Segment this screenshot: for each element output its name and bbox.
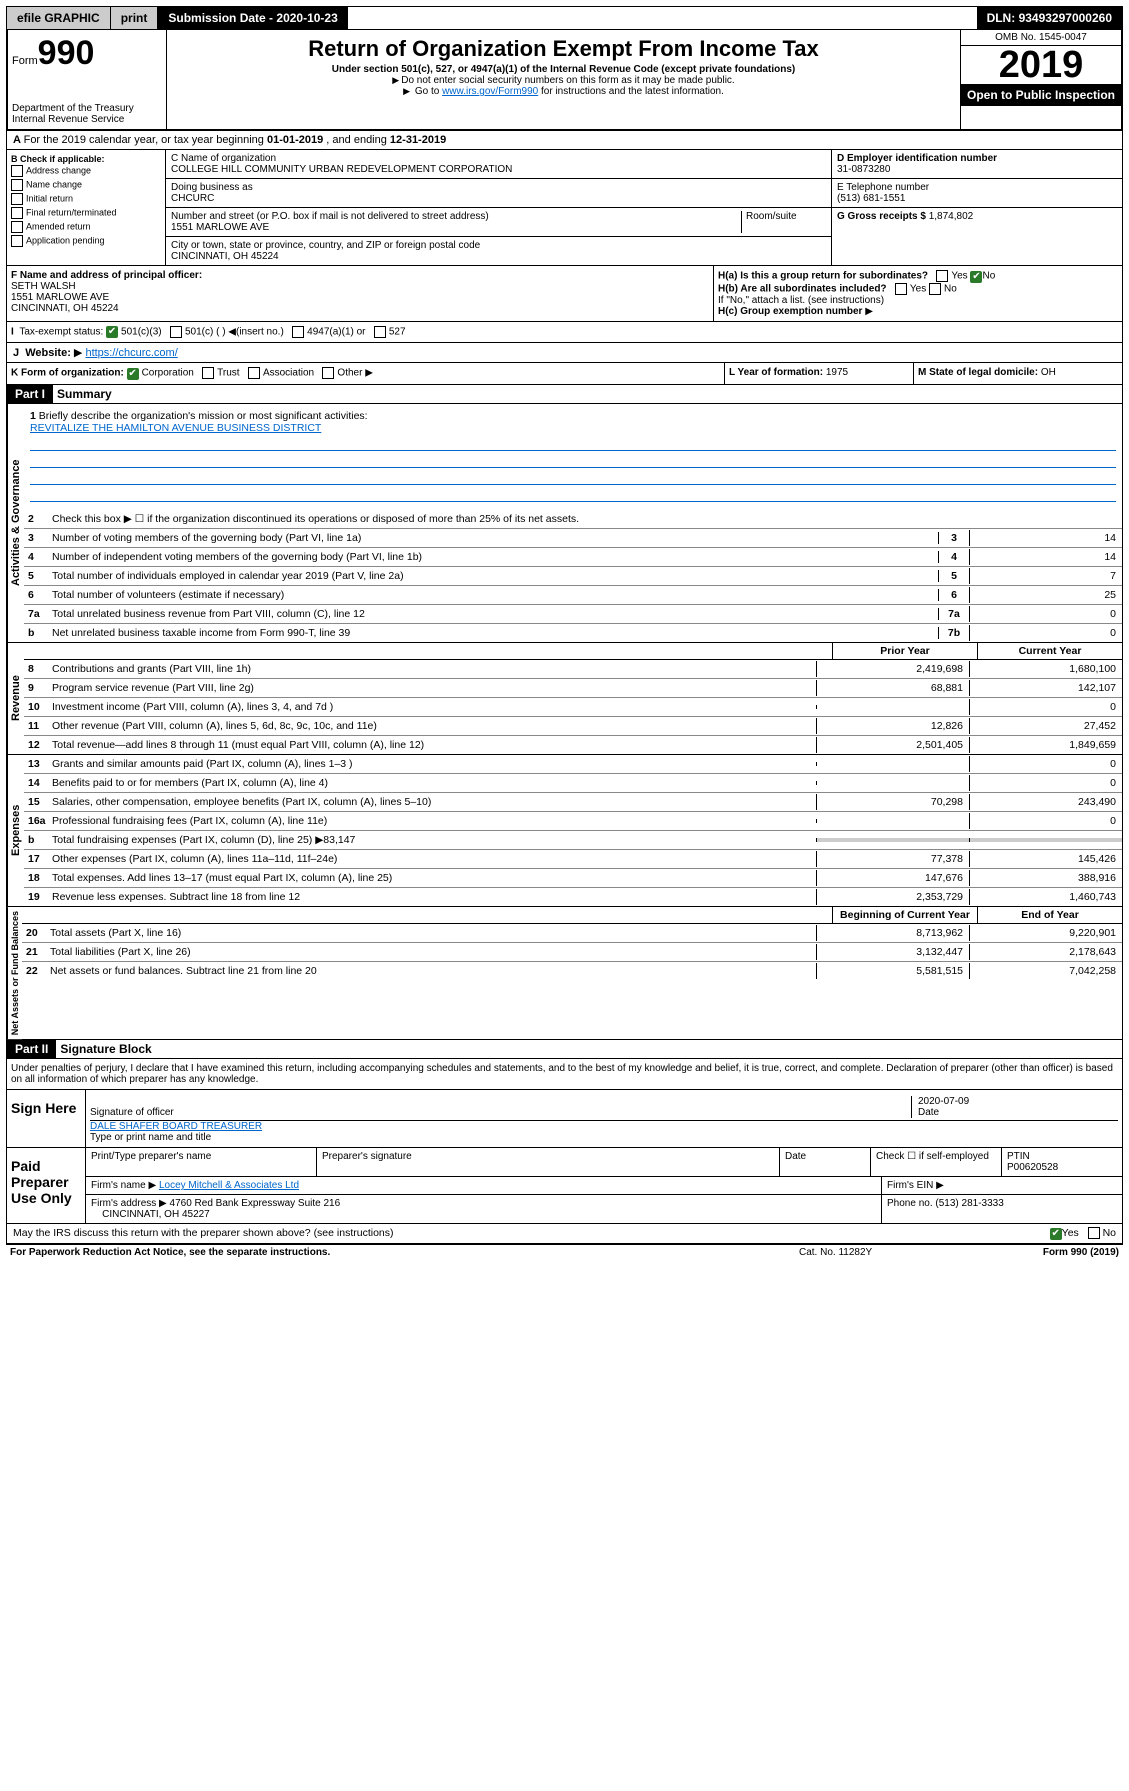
vert-revenue: Revenue xyxy=(7,643,24,754)
data-line: 20Total assets (Part X, line 16)8,713,96… xyxy=(22,924,1122,943)
phone-value: (513) 681-1551 xyxy=(837,193,905,204)
dln-label: DLN: 93493297000260 xyxy=(977,7,1122,29)
gov-line: 7aTotal unrelated business revenue from … xyxy=(24,605,1122,624)
discuss-row: May the IRS discuss this return with the… xyxy=(6,1224,1123,1244)
form-number: Form990 xyxy=(12,34,162,73)
part2-header: Part II Signature Block xyxy=(6,1040,1123,1059)
gov-line: 4Number of independent voting members of… xyxy=(24,548,1122,567)
tax-status-row: I Tax-exempt status: ✔501(c)(3) 501(c) (… xyxy=(6,322,1123,344)
data-line: 15Salaries, other compensation, employee… xyxy=(24,793,1122,812)
org-form-row: K Form of organization: ✔Corporation Tru… xyxy=(6,363,1123,385)
data-line: 22Net assets or fund balances. Subtract … xyxy=(22,962,1122,980)
data-line: 8Contributions and grants (Part VIII, li… xyxy=(24,660,1122,679)
check-name[interactable]: Name change xyxy=(11,178,161,192)
ein-value: 31-0873280 xyxy=(837,164,890,175)
form-title: Return of Organization Exempt From Incom… xyxy=(171,36,956,62)
officer-row: F Name and address of principal officer:… xyxy=(6,266,1123,322)
submission-label: Submission Date - 2020-10-23 xyxy=(158,7,347,29)
form-header: Form990 Department of the Treasury Inter… xyxy=(6,30,1123,131)
data-line: 19Revenue less expenses. Subtract line 1… xyxy=(24,888,1122,906)
box-k: K Form of organization: ✔Corporation Tru… xyxy=(7,363,724,384)
data-line: 17Other expenses (Part IX, column (A), l… xyxy=(24,850,1122,869)
efile-button[interactable]: efile GRAPHIC xyxy=(7,7,111,29)
rev-header: Prior Year Current Year xyxy=(24,643,1122,660)
paid-preparer-label: Paid Preparer Use Only xyxy=(7,1148,86,1223)
note-ssn: Do not enter social security numbers on … xyxy=(171,75,956,86)
footer: For Paperwork Reduction Act Notice, see … xyxy=(6,1244,1123,1260)
part1-revenue: Revenue Prior Year Current Year 8Contrib… xyxy=(6,643,1123,755)
part1-header: Part I Summary xyxy=(6,385,1123,404)
org-address: 1551 MARLOWE AVE xyxy=(171,222,741,233)
sign-here-label: Sign Here xyxy=(7,1090,86,1147)
sign-here-block: Sign Here Signature of officer 2020-07-0… xyxy=(6,1090,1123,1148)
data-line: 12Total revenue—add lines 8 through 11 (… xyxy=(24,736,1122,754)
gov-line: 6Total number of volunteers (estimate if… xyxy=(24,586,1122,605)
check-amended[interactable]: Amended return xyxy=(11,220,161,234)
part1-expenses: Expenses 13Grants and similar amounts pa… xyxy=(6,755,1123,907)
header-center: Return of Organization Exempt From Incom… xyxy=(167,30,960,129)
part1-governance: Activities & Governance 1 Briefly descri… xyxy=(6,404,1123,643)
header-right: OMB No. 1545-0047 2019 Open to Public In… xyxy=(960,30,1121,129)
right-identity-col: D Employer identification number 31-0873… xyxy=(831,150,1122,265)
data-line: 10Investment income (Part VIII, column (… xyxy=(24,698,1122,717)
check-initial[interactable]: Initial return xyxy=(11,192,161,206)
check-final[interactable]: Final return/terminated xyxy=(11,206,161,220)
website-link[interactable]: https://chcurc.com/ xyxy=(85,347,177,359)
period-row: A For the 2019 calendar year, or tax yea… xyxy=(6,131,1123,150)
box-i: I Tax-exempt status: ✔501(c)(3) 501(c) (… xyxy=(7,322,1122,343)
form-subtitle: Under section 501(c), 527, or 4947(a)(1)… xyxy=(171,64,956,75)
vert-governance: Activities & Governance xyxy=(7,404,24,642)
org-name: COLLEGE HILL COMMUNITY URBAN REDEVELOPME… xyxy=(171,164,826,175)
irs-link[interactable]: www.irs.gov/Form990 xyxy=(442,86,538,97)
firm-name: Locey Mitchell & Associates Ltd xyxy=(159,1180,299,1191)
check-address[interactable]: Address change xyxy=(11,164,161,178)
mission-text: REVITALIZE THE HAMILTON AVENUE BUSINESS … xyxy=(30,422,321,434)
dept-label: Department of the Treasury Internal Reve… xyxy=(12,103,162,125)
print-button[interactable]: print xyxy=(111,7,159,29)
header-left: Form990 Department of the Treasury Inter… xyxy=(8,30,167,129)
data-line: 9Program service revenue (Part VIII, lin… xyxy=(24,679,1122,698)
data-line: 13Grants and similar amounts paid (Part … xyxy=(24,755,1122,774)
box-b: B Check if applicable: Address change Na… xyxy=(7,150,166,265)
gov-line: 5Total number of individuals employed in… xyxy=(24,567,1122,586)
box-f: F Name and address of principal officer:… xyxy=(7,266,713,321)
gov-line: 3Number of voting members of the governi… xyxy=(24,529,1122,548)
box-h: H(a) Is this a group return for subordin… xyxy=(713,266,1122,321)
gross-receipts: 1,874,802 xyxy=(929,211,974,222)
vert-expenses: Expenses xyxy=(7,755,24,906)
data-line: 16aProfessional fundraising fees (Part I… xyxy=(24,812,1122,831)
part1-netassets: Net Assets or Fund Balances Beginning of… xyxy=(6,907,1123,1040)
box-c: C Name of organization COLLEGE HILL COMM… xyxy=(166,150,831,265)
check-app[interactable]: Application pending xyxy=(11,234,161,248)
top-toolbar: efile GRAPHIC print Submission Date - 20… xyxy=(6,6,1123,30)
data-line: 14Benefits paid to or for members (Part … xyxy=(24,774,1122,793)
org-city: CINCINNATI, OH 45224 xyxy=(171,251,826,262)
mission-block: 1 Briefly describe the organization's mi… xyxy=(24,404,1122,510)
note-link: Go to www.irs.gov/Form990 for instructio… xyxy=(171,86,956,97)
vert-net: Net Assets or Fund Balances xyxy=(7,907,22,1039)
identity-row: B Check if applicable: Address change Na… xyxy=(6,150,1123,266)
box-m: M State of legal domicile: OH xyxy=(913,363,1122,384)
data-line: 18Total expenses. Add lines 13–17 (must … xyxy=(24,869,1122,888)
declaration-text: Under penalties of perjury, I declare th… xyxy=(6,1059,1123,1090)
officer-name: DALE SHAFER BOARD TREASURER xyxy=(90,1121,262,1132)
tax-year: 2019 xyxy=(961,46,1121,84)
gov-line: bNet unrelated business taxable income f… xyxy=(24,624,1122,642)
data-line: 11Other revenue (Part VIII, column (A), … xyxy=(24,717,1122,736)
data-line: 21Total liabilities (Part X, line 26)3,1… xyxy=(22,943,1122,962)
box-j: J Website: ▶ https://chcurc.com/ xyxy=(6,343,1123,363)
data-line: bTotal fundraising expenses (Part IX, co… xyxy=(24,831,1122,850)
dba-name: CHCURC xyxy=(171,193,826,204)
net-header: Beginning of Current Year End of Year xyxy=(22,907,1122,924)
open-public-badge: Open to Public Inspection xyxy=(961,84,1121,106)
box-l: L Year of formation: 1975 xyxy=(724,363,913,384)
paid-preparer-block: Paid Preparer Use Only Print/Type prepar… xyxy=(6,1148,1123,1224)
